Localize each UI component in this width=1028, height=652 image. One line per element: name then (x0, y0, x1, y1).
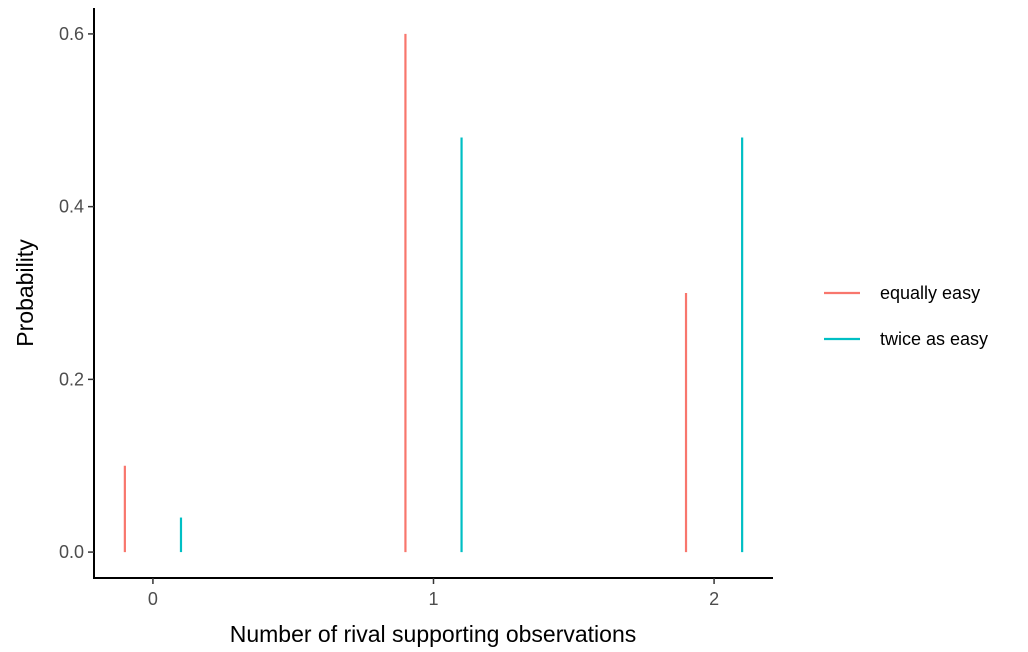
plot-area: 0.0 0.2 0.4 0.6 0 1 2 (59, 8, 773, 609)
legend-label: twice as easy (880, 329, 988, 349)
x-tick-label: 1 (428, 589, 438, 609)
y-tick-label: 0.0 (59, 542, 84, 562)
x-tick-label: 2 (709, 589, 719, 609)
legend: equally easy twice as easy (824, 283, 988, 349)
y-axis-title: Probability (12, 239, 38, 347)
y-tick-label: 0.6 (59, 24, 84, 44)
y-tick-label: 0.2 (59, 369, 84, 389)
y-ticks-group: 0.0 0.2 0.4 0.6 (59, 24, 94, 562)
x-ticks-group: 0 1 2 (148, 578, 719, 609)
bars-group (123, 33, 744, 553)
legend-label: equally easy (880, 283, 980, 303)
x-tick-label: 0 (148, 589, 158, 609)
x-axis-title: Number of rival supporting observations (230, 621, 637, 647)
y-tick-label: 0.4 (59, 197, 84, 217)
